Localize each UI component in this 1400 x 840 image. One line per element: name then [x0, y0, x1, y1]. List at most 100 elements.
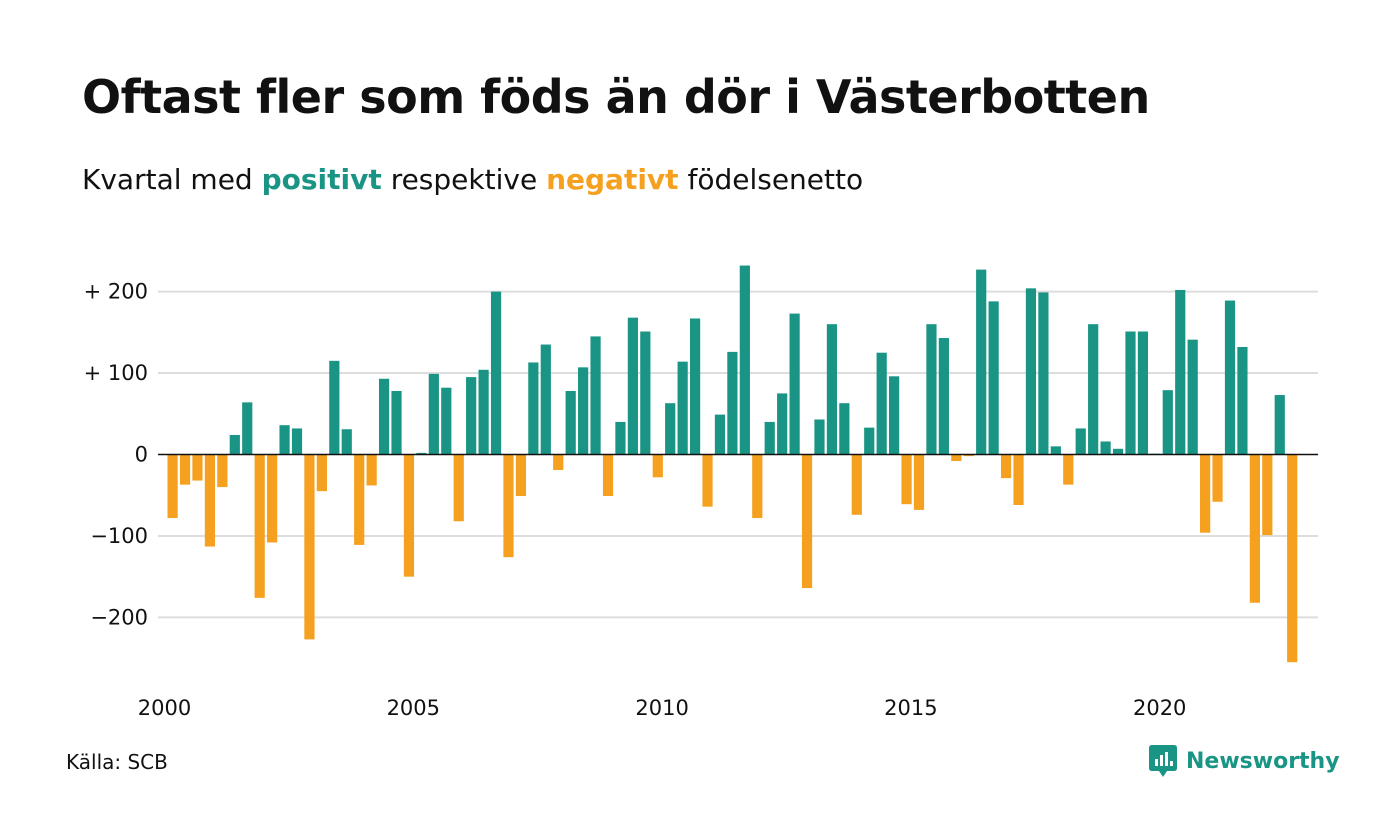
bar-negative — [503, 454, 514, 558]
bar-negative — [801, 454, 813, 589]
bar-negative — [354, 454, 365, 545]
bar-positive — [926, 324, 937, 455]
bar-positive — [727, 351, 738, 455]
bar-negative — [652, 454, 663, 478]
bar-positive — [1088, 324, 1099, 455]
bar-positive — [1187, 339, 1198, 455]
bar-negative — [366, 454, 377, 486]
bar-positive — [528, 362, 539, 455]
bar-positive — [714, 414, 726, 455]
bar-negative — [1200, 454, 1211, 533]
bar-positive — [578, 367, 589, 455]
x-tick-label: 2005 — [387, 696, 440, 720]
brand-name: Newsworthy — [1186, 748, 1340, 774]
y-tick-label: −100 — [90, 524, 148, 548]
bar-positive — [876, 352, 887, 455]
bar-positive — [677, 361, 688, 455]
y-axis-ticks: + 200 + 100 0 −100 −200 — [84, 280, 148, 630]
bar-negative — [963, 454, 974, 457]
bar-negative — [403, 454, 415, 577]
y-tick-label: −200 — [90, 605, 148, 629]
bar-positive — [814, 419, 825, 455]
bar-positive — [1125, 331, 1136, 455]
bar-positive — [889, 376, 900, 455]
gridlines — [158, 290, 1318, 619]
bar-positive — [565, 390, 576, 455]
bar-negative — [553, 454, 564, 470]
bar-negative — [901, 454, 912, 505]
bar-positive — [590, 336, 601, 455]
bar-positive — [1162, 390, 1173, 455]
x-axis-ticks: 2000 2005 2010 2015 2020 — [138, 696, 1187, 720]
bar-positive — [229, 434, 240, 455]
bar-positive — [279, 425, 290, 455]
bar-negative — [167, 454, 178, 519]
bars — [167, 265, 1298, 663]
bar-positive — [341, 429, 352, 455]
bar-positive — [764, 421, 775, 455]
bar-negative — [851, 454, 862, 515]
brand-logo: Newsworthy — [1148, 744, 1340, 778]
bar-negative — [1287, 454, 1298, 663]
bar-negative — [1063, 454, 1074, 485]
bar-positive — [777, 393, 788, 455]
bar-positive — [864, 427, 875, 455]
bar-positive — [1237, 346, 1248, 455]
bar-positive — [988, 301, 999, 455]
chart-subtitle: Kvartal med positivt respektive negativt… — [82, 163, 863, 197]
bar-positive — [976, 269, 987, 455]
bar-negative — [913, 454, 925, 510]
bar-positive — [478, 369, 489, 455]
x-tick-label: 2010 — [635, 696, 688, 720]
bar-positive — [329, 360, 340, 455]
bar-positive — [839, 403, 850, 455]
bar-negative — [316, 454, 327, 492]
bar-positive — [1175, 289, 1186, 455]
y-tick-label: + 200 — [84, 280, 148, 304]
bar-positive — [1137, 331, 1149, 455]
bar-negative — [204, 454, 216, 547]
bar-positive — [938, 338, 949, 455]
bar-positive — [441, 387, 452, 455]
chart-title: Oftast fler som föds än dör i Västerbott… — [82, 70, 1150, 124]
source-note: Källa: SCB — [66, 750, 168, 774]
newsworthy-logo-icon — [1149, 745, 1177, 777]
bar-positive — [540, 344, 551, 455]
bar-negative — [1249, 454, 1260, 603]
x-tick-label: 2020 — [1133, 696, 1186, 720]
bar-negative — [453, 454, 464, 522]
bar-positive — [416, 452, 427, 455]
bar-negative — [192, 454, 203, 481]
bar-positive — [391, 390, 402, 455]
bar-positive — [1075, 428, 1086, 455]
bar-negative — [254, 454, 265, 598]
bar-positive — [466, 377, 477, 455]
bar-positive — [1112, 448, 1124, 455]
bar-negative — [702, 454, 713, 507]
bar-negative — [1000, 454, 1012, 479]
bar-positive — [627, 317, 638, 455]
bar-positive — [1274, 395, 1285, 455]
bar-negative — [515, 454, 527, 497]
bar-positive — [242, 402, 253, 455]
subtitle-middle: respektive — [390, 163, 538, 196]
bar-positive — [1100, 441, 1111, 455]
y-tick-label: 0 — [135, 443, 148, 467]
bar-positive — [1050, 446, 1061, 455]
subtitle-prefix: Kvartal med — [82, 163, 253, 196]
bar-negative — [1212, 454, 1223, 502]
bar-positive — [789, 313, 800, 455]
bar-positive — [490, 291, 502, 455]
bar-positive — [665, 403, 676, 455]
bar-negative — [267, 454, 278, 543]
bar-negative — [217, 454, 228, 488]
bar-positive — [640, 331, 651, 455]
bar-positive — [826, 324, 838, 455]
bar-negative — [1013, 454, 1024, 505]
bar-positive — [1224, 300, 1236, 455]
bar-negative — [951, 454, 962, 462]
bar-negative — [1262, 454, 1273, 536]
bar-positive — [689, 318, 701, 455]
bar-negative — [179, 454, 191, 485]
